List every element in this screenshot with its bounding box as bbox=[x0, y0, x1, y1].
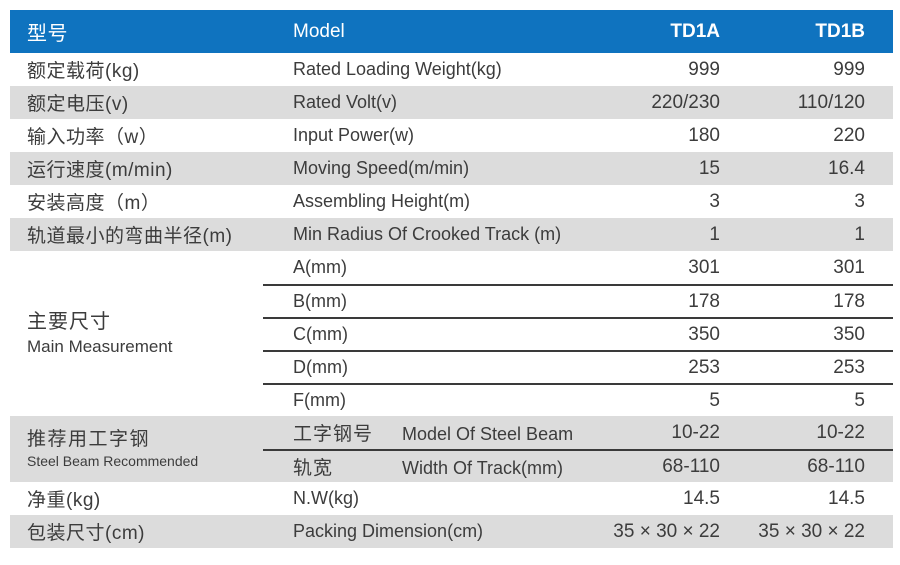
value-td1b: 350 bbox=[833, 323, 865, 345]
value-td1a: 301 bbox=[688, 256, 720, 278]
value-td1a: 999 bbox=[688, 58, 720, 80]
row-label-en: Assembling Height(m) bbox=[293, 191, 471, 211]
value-td1a: 350 bbox=[688, 323, 720, 345]
row-label-cn: 轨道最小的弯曲半径(m) bbox=[27, 226, 233, 247]
steel-beam-model-row: 工字钢号 Model Of Steel Beam 10-22 10-22 bbox=[263, 416, 893, 449]
dimension-label: F(mm) bbox=[293, 390, 346, 410]
dimension-label: D(mm) bbox=[293, 357, 348, 377]
value-td1a: 180 bbox=[688, 124, 720, 146]
value-td1a: 178 bbox=[688, 290, 720, 312]
row-label-en: Min Radius Of Crooked Track (m) bbox=[293, 224, 562, 244]
value-td1a: 15 bbox=[698, 157, 720, 179]
value-td1b: 68-110 bbox=[807, 455, 865, 477]
steel-beam-section: 推荐用工字钢 Steel Beam Recommended 工字钢号 Model… bbox=[10, 416, 893, 482]
value-td1b: 301 bbox=[833, 256, 865, 278]
value-td1b: 10-22 bbox=[816, 421, 865, 443]
section-label-cn: 主要尺寸 bbox=[27, 311, 111, 334]
dimension-row-a: A(mm) 301 301 bbox=[263, 251, 893, 284]
spec-row-packing-dimension: 包装尺寸(cm) Packing Dimension(cm) 35 × 30 ×… bbox=[10, 515, 893, 548]
subrow-label-en: Width Of Track(mm) bbox=[402, 458, 563, 478]
header-model-en: Model bbox=[293, 20, 345, 42]
value-td1b: 3 bbox=[854, 190, 865, 212]
row-label-en: Rated Loading Weight(kg) bbox=[293, 59, 502, 79]
steel-beam-label: 推荐用工字钢 Steel Beam Recommended bbox=[10, 416, 263, 482]
value-td1b: 16.4 bbox=[828, 157, 865, 179]
subrow-label: 工字钢号 Model Of Steel Beam bbox=[263, 419, 573, 446]
main-measurement-section: 主要尺寸 Main Measurement A(mm) 301 301 B(mm… bbox=[10, 251, 893, 416]
row-label-en: Rated Volt(v) bbox=[293, 92, 398, 112]
row-label-en: Moving Speed(m/min) bbox=[293, 158, 470, 178]
header-td1a: TD1A bbox=[670, 20, 720, 42]
dimension-row-b: B(mm) 178 178 bbox=[263, 284, 893, 317]
spec-row-rated-loading-weight: 额定载荷(kg) Rated Loading Weight(kg) 999 99… bbox=[10, 53, 893, 86]
table-header-row: 型号 Model TD1A TD1B bbox=[10, 10, 893, 53]
spec-row-input-power: 输入功率（w） Input Power(w) 180 220 bbox=[10, 119, 893, 152]
steel-beam-subrows: 工字钢号 Model Of Steel Beam 10-22 10-22 轨宽 … bbox=[263, 416, 893, 482]
value-td1b: 253 bbox=[833, 356, 865, 378]
value-td1a: 14.5 bbox=[683, 487, 720, 509]
dimension-row-d: D(mm) 253 253 bbox=[263, 350, 893, 383]
value-td1b: 35 × 30 × 22 bbox=[758, 520, 865, 542]
value-td1b: 220 bbox=[833, 124, 865, 146]
value-td1a: 35 × 30 × 22 bbox=[613, 520, 720, 542]
dimension-label: C(mm) bbox=[293, 324, 348, 344]
dimension-row-f: F(mm) 5 5 bbox=[263, 383, 893, 416]
section-label-cn: 推荐用工字钢 bbox=[27, 428, 151, 450]
value-td1a: 3 bbox=[709, 190, 720, 212]
spec-row-assembling-height: 安装高度（m） Assembling Height(m) 3 3 bbox=[10, 185, 893, 218]
spec-row-min-radius: 轨道最小的弯曲半径(m) Min Radius Of Crooked Track… bbox=[10, 218, 893, 251]
spec-row-moving-speed: 运行速度(m/min) Moving Speed(m/min) 15 16.4 bbox=[10, 152, 893, 185]
header-td1b: TD1B bbox=[815, 20, 865, 42]
row-label-en: N.W(kg) bbox=[293, 488, 359, 508]
subrow-label: 轨宽 Width Of Track(mm) bbox=[263, 453, 563, 480]
row-label-cn: 运行速度(m/min) bbox=[27, 160, 173, 181]
dimension-label: A(mm) bbox=[293, 257, 347, 277]
value-td1b: 5 bbox=[854, 389, 865, 411]
spec-row-rated-volt: 额定电压(v) Rated Volt(v) 220/230 110/120 bbox=[10, 86, 893, 119]
row-label-cn: 安装高度（m） bbox=[27, 193, 161, 214]
subrow-label-en: Model Of Steel Beam bbox=[402, 424, 574, 444]
row-label-cn: 包装尺寸(cm) bbox=[27, 523, 145, 544]
section-label-en: Main Measurement bbox=[27, 337, 173, 357]
row-label-cn: 额定载荷(kg) bbox=[27, 61, 140, 82]
section-label-en: Steel Beam Recommended bbox=[27, 453, 199, 470]
value-td1a: 5 bbox=[709, 389, 720, 411]
row-label-cn: 输入功率（w） bbox=[27, 127, 159, 148]
value-td1b: 1 bbox=[854, 223, 865, 245]
row-label-en: Input Power(w) bbox=[293, 125, 415, 145]
header-model-cn: 型号 bbox=[27, 23, 68, 45]
value-td1b: 110/120 bbox=[797, 91, 865, 113]
row-label-cn: 净重(kg) bbox=[27, 490, 101, 511]
value-td1b: 999 bbox=[833, 58, 865, 80]
subrow-label-cn: 轨宽 bbox=[293, 458, 334, 479]
value-td1a: 10-22 bbox=[671, 421, 720, 443]
row-label-cn: 额定电压(v) bbox=[27, 94, 129, 115]
value-td1b: 178 bbox=[833, 290, 865, 312]
track-width-row: 轨宽 Width Of Track(mm) 68-110 68-110 bbox=[263, 449, 893, 482]
row-label-en: Packing Dimension(cm) bbox=[293, 521, 484, 541]
product-spec-table: 型号 Model TD1A TD1B 额定载荷(kg) Rated Loadin… bbox=[10, 10, 893, 548]
main-measurement-subrows: A(mm) 301 301 B(mm) 178 178 C(mm) 350 35… bbox=[263, 251, 893, 416]
value-td1b: 14.5 bbox=[828, 487, 865, 509]
subrow-label-cn: 工字钢号 bbox=[293, 424, 374, 445]
spec-row-net-weight: 净重(kg) N.W(kg) 14.5 14.5 bbox=[10, 482, 893, 515]
dimension-label: B(mm) bbox=[293, 291, 347, 311]
value-td1a: 253 bbox=[688, 356, 720, 378]
main-measurement-label: 主要尺寸 Main Measurement bbox=[10, 251, 263, 416]
value-td1a: 68-110 bbox=[662, 455, 720, 477]
value-td1a: 1 bbox=[709, 223, 720, 245]
value-td1a: 220/230 bbox=[651, 91, 720, 113]
dimension-row-c: C(mm) 350 350 bbox=[263, 317, 893, 350]
